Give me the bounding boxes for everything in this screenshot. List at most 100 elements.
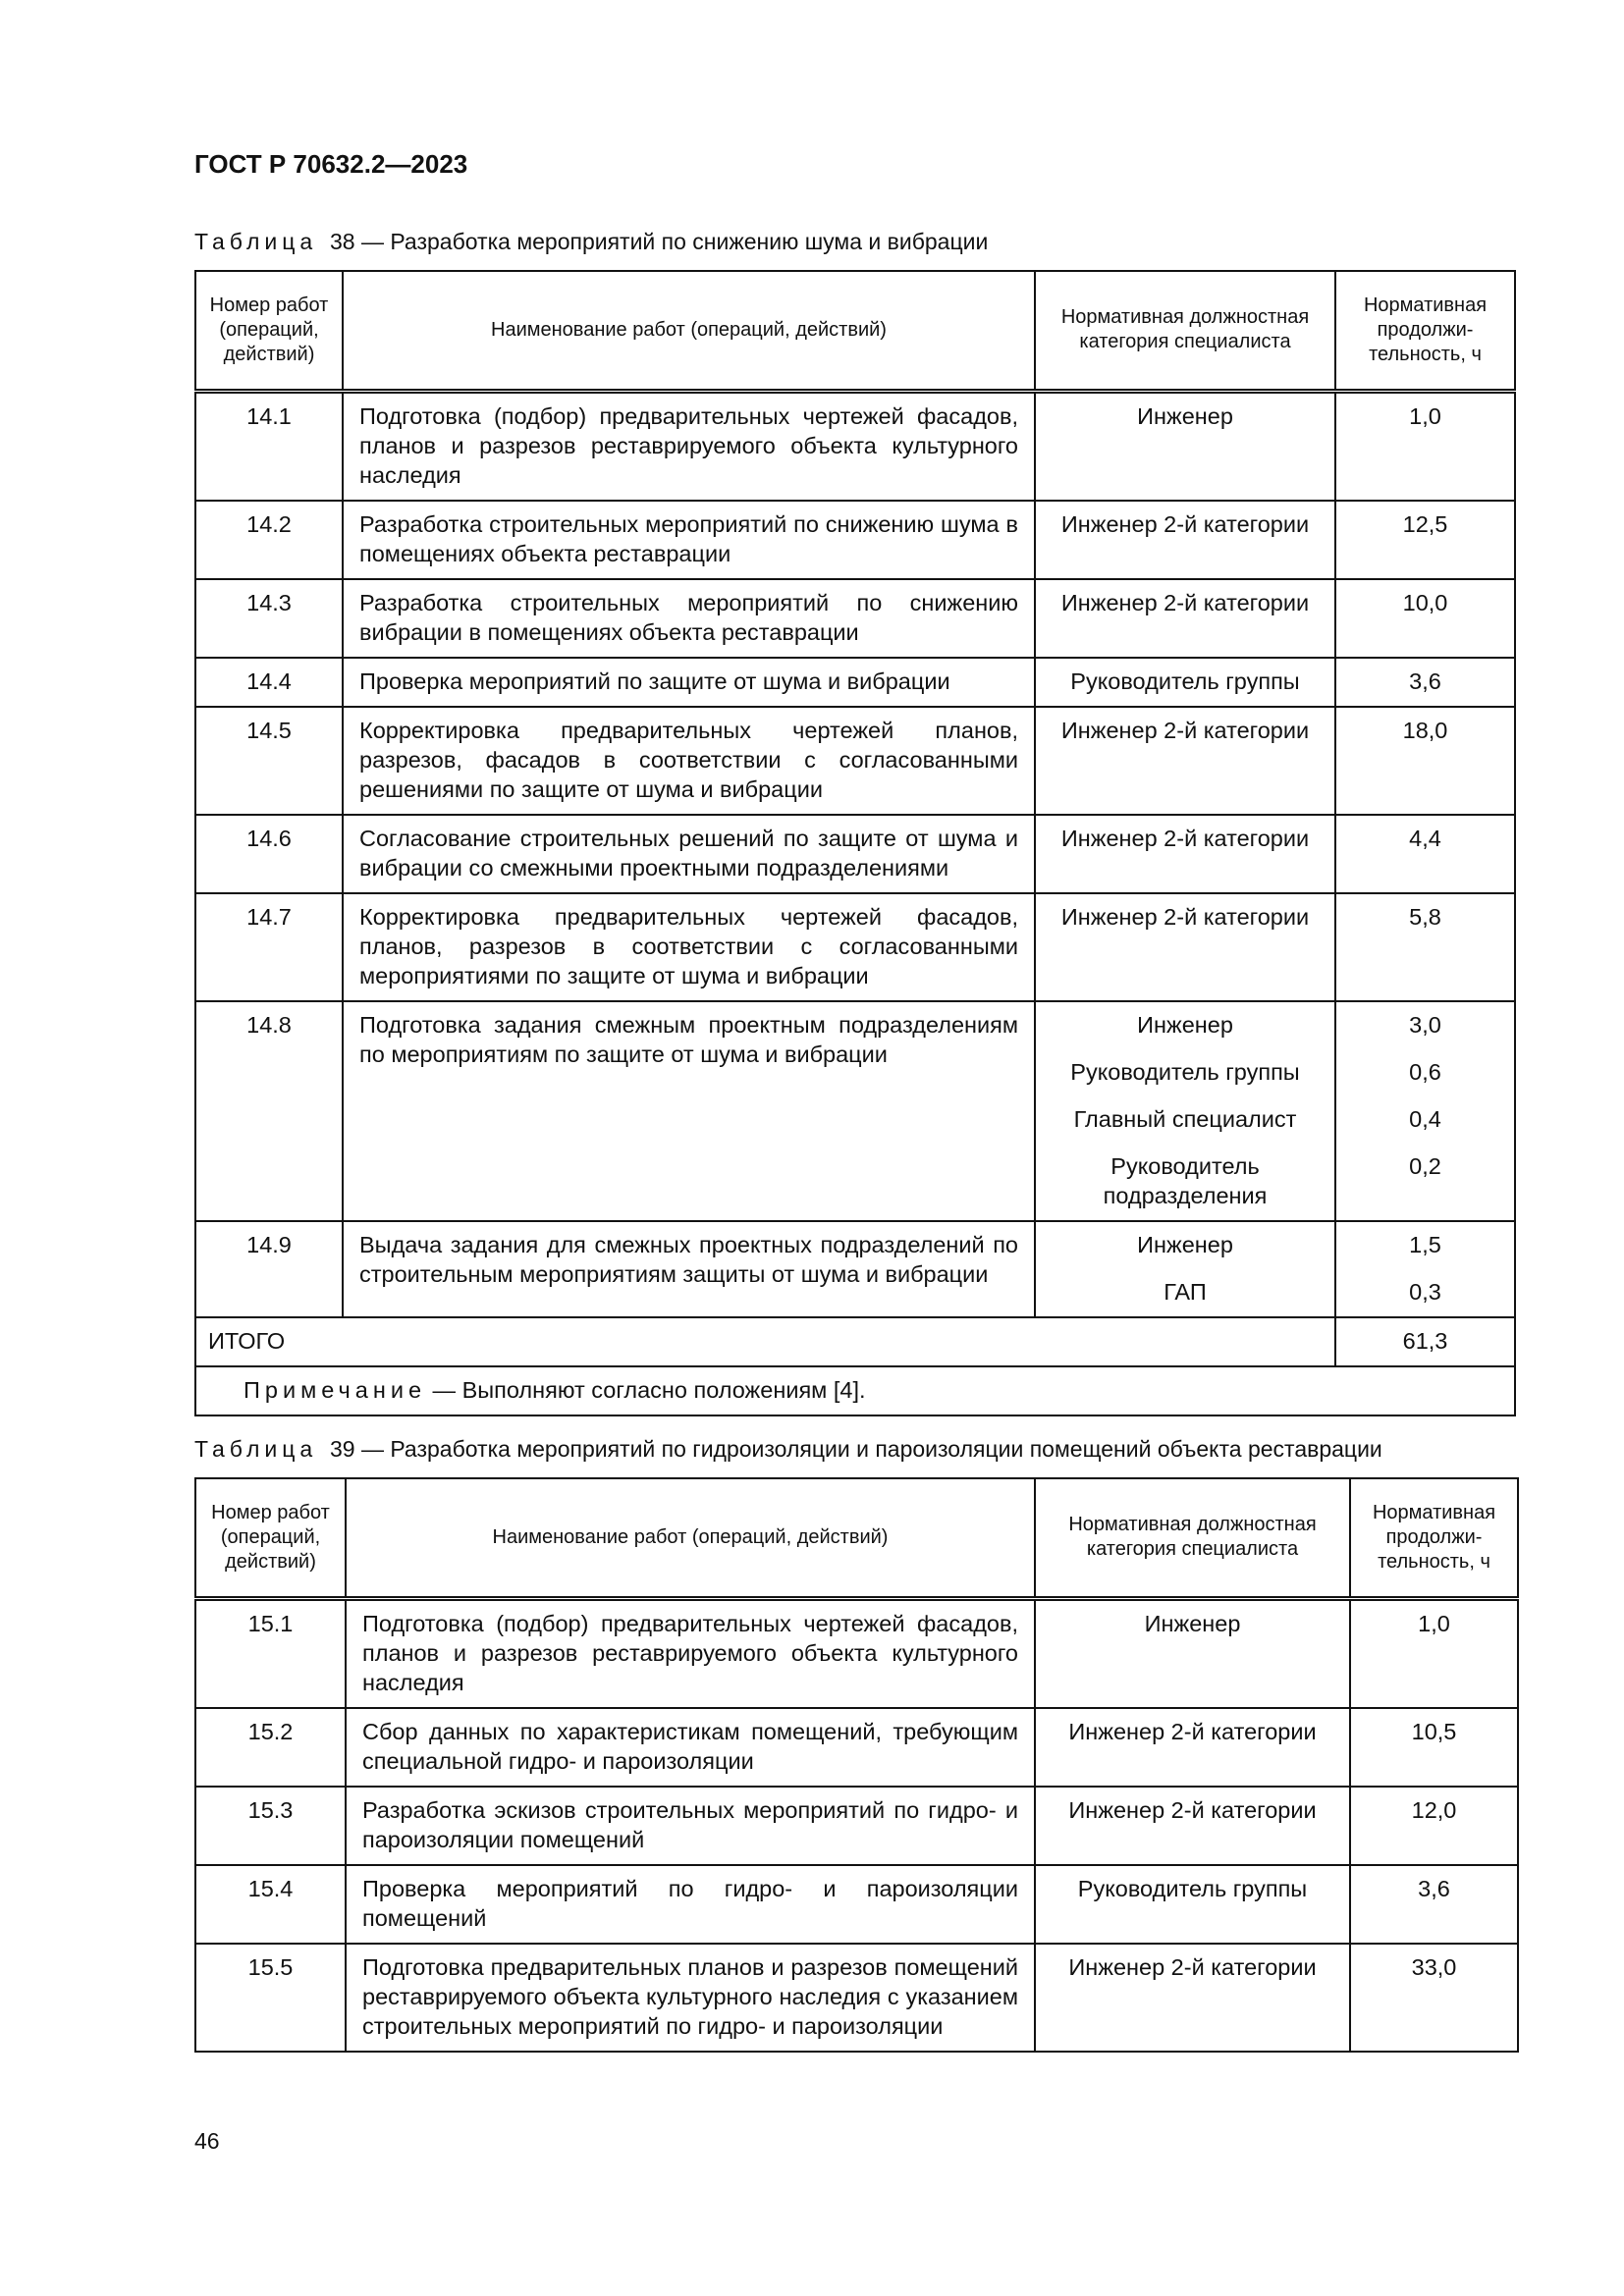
table-row: 15.2 Сбор данных по характеристикам помещ… xyxy=(194,1706,1519,1788)
row-duration: 0,4 xyxy=(1409,1105,1441,1132)
table-row: 14.2 Разработка строительных мероприятий … xyxy=(194,499,1516,580)
row-duration-cell: 4,4 xyxy=(1334,813,1516,894)
row-category-cell: Инженер 2-й категории xyxy=(1034,705,1336,816)
table-row: 14.8 Подготовка задания смежным проектным… xyxy=(194,999,1516,1222)
row-duration: 33,0 xyxy=(1411,1953,1457,1980)
row-duration-cell: 1,0 xyxy=(1334,390,1516,502)
total-row: ИТОГО 61,3 xyxy=(194,1315,1516,1367)
total-label: ИТОГО xyxy=(194,1315,1336,1367)
row-duration: 1,5 xyxy=(1409,1231,1441,1257)
table-39: Номер работ (операций, действий) Наимено… xyxy=(194,1477,1519,2053)
row-category-cell: Инженер xyxy=(1034,1597,1351,1709)
row-category: Инженер 2-й категории xyxy=(1068,1796,1317,1823)
row-duration-cell: 33,0 xyxy=(1349,1942,1519,2053)
row-category: Главный специалист xyxy=(1073,1105,1297,1132)
row-number: 14.5 xyxy=(194,705,344,816)
row-duration-cell: 3,0 0,6 0,4 0,2 xyxy=(1334,999,1516,1222)
table-row: 14.7 Корректировка предварительных чертеж… xyxy=(194,891,1516,1002)
row-category-cell: Инженер 2-й категории xyxy=(1034,1706,1351,1788)
row-number: 15.5 xyxy=(194,1942,347,2053)
row-work-name: Выдача задания для смежных проектных под… xyxy=(342,1219,1036,1318)
row-number: 14.1 xyxy=(194,390,344,502)
row-duration: 0,6 xyxy=(1409,1058,1441,1085)
table-row: 14.6 Согласование строительных решений по… xyxy=(194,813,1516,894)
table-row: 14.5 Корректировка предварительных чертеж… xyxy=(194,705,1516,816)
table-row: 15.5 Подготовка предварительных планов и … xyxy=(194,1942,1519,2053)
row-category: Инженер xyxy=(1137,402,1233,429)
row-category: Инженер 2-й категории xyxy=(1060,589,1310,615)
row-number: 15.1 xyxy=(194,1597,347,1709)
row-duration: 0,2 xyxy=(1409,1152,1441,1179)
table-note: Примечание — Выполняют согласно положени… xyxy=(194,1364,1516,1416)
caption-text: 39 — Разработка мероприятий по гидроизол… xyxy=(329,1436,1382,1462)
table-row: 14.9 Выдача задания для смежных проектных… xyxy=(194,1219,1516,1318)
row-number: 14.7 xyxy=(194,891,344,1002)
table-row: 14.4 Проверка мероприятий по защите от шу… xyxy=(194,656,1516,708)
row-duration: 12,0 xyxy=(1411,1796,1457,1823)
table-row: 15.1 Подготовка (подбор) предварительных … xyxy=(194,1597,1519,1709)
row-category: Инженер 2-й категории xyxy=(1060,717,1310,743)
row-duration-cell: 12,5 xyxy=(1334,499,1516,580)
note-text: — Выполняют согласно положениям [4]. xyxy=(426,1376,866,1403)
row-category-cell: Руководитель группы xyxy=(1034,656,1336,708)
table-row: 14.3 Разработка строительных мероприятий … xyxy=(194,577,1516,659)
row-duration: 0,3 xyxy=(1409,1278,1441,1305)
row-category-cell: Инженер 2-й категории xyxy=(1034,499,1336,580)
document-code: ГОСТ Р 70632.2—2023 xyxy=(194,149,468,179)
row-number: 14.6 xyxy=(194,813,344,894)
row-number: 14.2 xyxy=(194,499,344,580)
row-category-cell: Руководитель группы xyxy=(1034,1863,1351,1945)
row-category: Инженер 2-й категории xyxy=(1060,825,1310,851)
col-name-header: Наименование работ (операций, действий) xyxy=(345,1477,1036,1601)
row-category-cell: Инженер 2-й категории xyxy=(1034,577,1336,659)
table-header-row: Номер работ (операций, действий) Наимено… xyxy=(194,1477,1519,1601)
table-row: 14.1 Подготовка (подбор) предварительных … xyxy=(194,390,1516,502)
row-duration-cell: 5,8 xyxy=(1334,891,1516,1002)
row-duration: 1,0 xyxy=(1409,402,1441,429)
row-work-name: Корректировка предварительных чертежей п… xyxy=(342,705,1036,816)
row-category: Инженер 2-й категории xyxy=(1060,510,1310,537)
row-number: 14.4 xyxy=(194,656,344,708)
row-duration-cell: 3,6 xyxy=(1334,656,1516,708)
row-work-name: Сбор данных по характеристикам помещений… xyxy=(345,1706,1036,1788)
row-category: Инженер xyxy=(1137,1011,1233,1038)
row-work-name: Согласование строительных решений по защ… xyxy=(342,813,1036,894)
row-duration-cell: 1,5 0,3 xyxy=(1334,1219,1516,1318)
row-category: Инженер 2-й категории xyxy=(1068,1953,1317,1980)
col-duration-header: Нормативная продолжи-тельность, ч xyxy=(1349,1477,1519,1601)
row-duration: 4,4 xyxy=(1409,825,1441,851)
row-category: Руководитель группы xyxy=(1070,1058,1300,1085)
row-work-name: Проверка мероприятий по защите от шума и… xyxy=(342,656,1036,708)
row-category-cell: Инженер 2-й категории xyxy=(1034,1785,1351,1866)
table-row: 15.4 Проверка мероприятий по гидро- и пар… xyxy=(194,1863,1519,1945)
row-work-name: Разработка эскизов строительных мероприя… xyxy=(345,1785,1036,1866)
row-duration: 1,0 xyxy=(1418,1610,1450,1636)
row-category: Инженер xyxy=(1144,1610,1241,1636)
row-number: 15.2 xyxy=(194,1706,347,1788)
row-number: 15.4 xyxy=(194,1863,347,1945)
col-category-header: Нормативная должностная категория специа… xyxy=(1034,270,1336,394)
row-duration-cell: 10,5 xyxy=(1349,1706,1519,1788)
col-category-header: Нормативная должностная категория специа… xyxy=(1034,1477,1351,1601)
row-category: Руководитель подразделения xyxy=(1103,1152,1268,1208)
row-category-cell: Инженер ГАП xyxy=(1034,1219,1336,1318)
row-category: Инженер 2-й категории xyxy=(1060,903,1310,930)
row-work-name: Подготовка (подбор) предварительных черт… xyxy=(345,1597,1036,1709)
row-number: 14.3 xyxy=(194,577,344,659)
row-category: Руководитель группы xyxy=(1077,1875,1308,1901)
row-duration-cell: 1,0 xyxy=(1349,1597,1519,1709)
col-number-header: Номер работ (операций, действий) xyxy=(194,1477,347,1601)
row-work-name: Подготовка задания смежным проектным под… xyxy=(342,999,1036,1222)
row-duration: 5,8 xyxy=(1409,903,1441,930)
table-row: 15.3 Разработка эскизов строительных меро… xyxy=(194,1785,1519,1866)
col-number-header: Номер работ (операций, действий) xyxy=(194,270,344,394)
table-38: Номер работ (операций, действий) Наимено… xyxy=(194,270,1516,1416)
row-work-name: Подготовка (подбор) предварительных черт… xyxy=(342,390,1036,502)
col-duration-header: Нормативная продолжи-тельность, ч xyxy=(1334,270,1516,394)
row-duration: 3,6 xyxy=(1409,667,1441,694)
row-category-cell: Инженер 2-й категории xyxy=(1034,1942,1351,2053)
row-category: Руководитель группы xyxy=(1070,667,1300,694)
caption-text: 38 — Разработка мероприятий по снижению … xyxy=(329,229,989,254)
row-duration: 3,0 xyxy=(1409,1011,1441,1038)
row-category: Инженер 2-й категории xyxy=(1068,1718,1317,1744)
